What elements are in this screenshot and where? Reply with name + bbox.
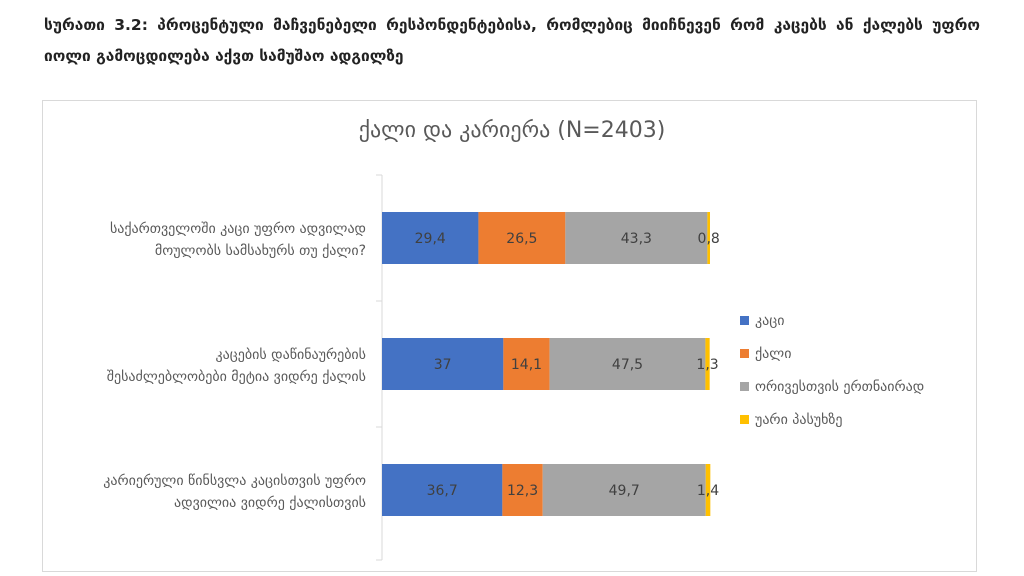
category-label: საქართველოში კაცი უფრო ადვილად (110, 220, 366, 237)
data-label: 26,5 (506, 231, 537, 247)
legend-swatch-refused (740, 415, 749, 424)
bar-segment (478, 212, 566, 264)
legend-item-women: ქალი (740, 337, 924, 370)
category-label: კაცების დაწინაურების (216, 346, 366, 363)
legend-swatch-men (740, 316, 749, 325)
legend-item-men: კაცი (740, 304, 924, 337)
category-label: მოულობს სამსახურს თუ ქალი? (155, 242, 366, 259)
data-label: 47,5 (612, 357, 643, 373)
bar-segment (707, 212, 710, 264)
legend-item-equal: ორივესთვის ერთნაირად (740, 370, 924, 403)
data-label: 1,3 (696, 357, 718, 373)
legend-swatch-equal (740, 382, 749, 391)
bar-segment (382, 212, 479, 264)
legend-swatch-women (740, 349, 749, 358)
data-label: 49,7 (609, 483, 640, 499)
data-label: 12,3 (507, 483, 538, 499)
legend-label-men: კაცი (755, 312, 785, 329)
bar-segment (565, 212, 708, 264)
bar-segment (382, 464, 503, 516)
data-label: 36,7 (427, 483, 458, 499)
bar-segment (705, 338, 710, 390)
data-label: 14,1 (511, 357, 542, 373)
category-label: კარიერული წინსვლა კაცისთვის უფრო (103, 472, 366, 489)
chart-title: ქალი და კარიერა (N=2403) (358, 118, 666, 143)
legend-label-women: ქალი (755, 345, 792, 362)
bar-segment (503, 338, 550, 390)
bar-segment (382, 338, 504, 390)
bar-segment (502, 464, 543, 516)
data-label: 1,4 (697, 483, 719, 499)
figure-caption: სურათი 3.2: პროცენტული მაჩვენებელი რესპო… (44, 16, 980, 65)
bar-segment (705, 464, 711, 516)
legend-label-equal: ორივესთვის ერთნაირად (755, 378, 925, 395)
bar-segment (542, 464, 706, 516)
legend-item-refused: უარი პასუხზე (740, 403, 924, 436)
legend: კაცი ქალი ორივესთვის ერთნაირად უარი პასუ… (740, 304, 924, 436)
data-label: 29,4 (415, 231, 446, 247)
category-label: ადვილია ვიდრე ქალისთვის (174, 494, 366, 511)
data-label: 37 (434, 357, 452, 373)
bar-segment (549, 338, 706, 390)
category-label: შესაძლებლობები მეტია ვიდრე ქალის (107, 368, 366, 385)
data-label: 43,3 (621, 231, 652, 247)
data-label: 0,8 (698, 231, 720, 247)
legend-label-refused: უარი პასუხზე (755, 411, 843, 428)
